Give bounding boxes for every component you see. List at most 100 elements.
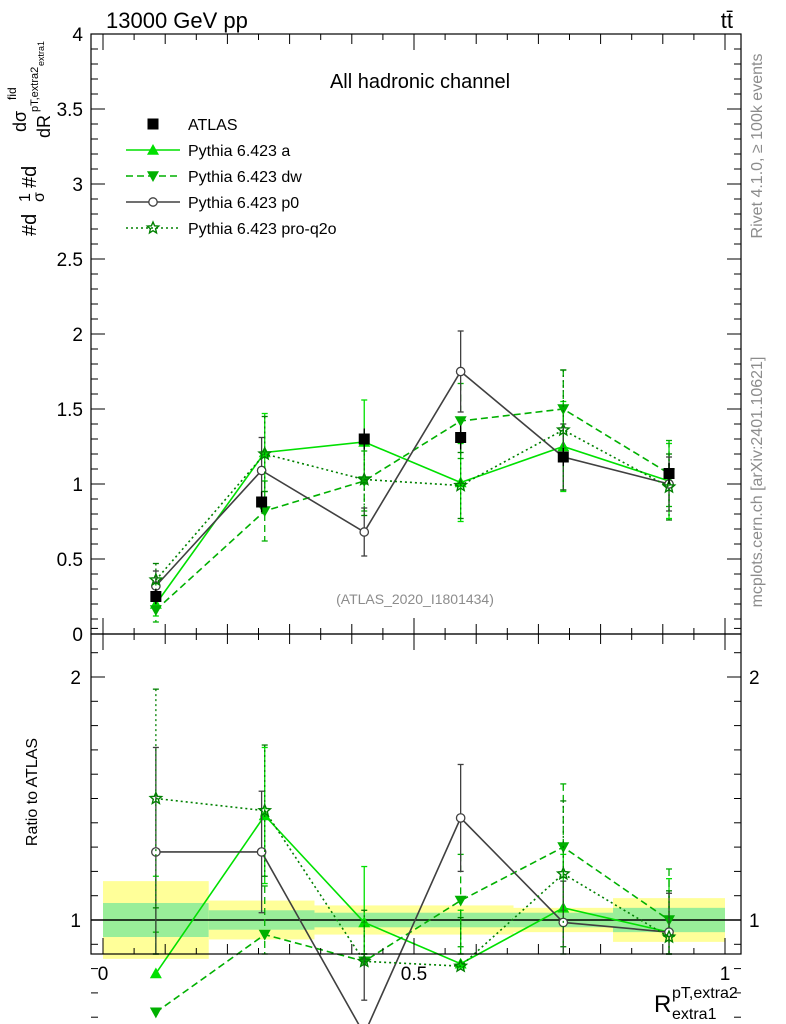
marker-triangle-down [258,929,271,941]
ratio-panel-frame [90,633,742,955]
ratio-y-tick-label-right: 1 [749,911,760,932]
series-pythia-6-423-pro-q2o [148,369,677,598]
marker-open-star [257,802,273,817]
marker-triangle-down [454,895,467,907]
marker-square [557,451,569,463]
series-pythia-6-423-dw [149,369,676,623]
marker-open-circle [148,197,158,207]
marker-triangle-down [258,506,271,517]
marker-open-circle [256,465,267,476]
marker-open-star [555,422,571,437]
series-line [155,846,670,1013]
marker-open-star [555,865,571,881]
ylabel-part-e: dσ [10,111,30,132]
marker-open-circle [455,366,466,377]
marker-square [455,432,467,443]
energy-label: 13000 GeV pp [106,8,248,33]
series-line [155,797,670,967]
marker-triangle-down [147,171,159,182]
main-y-tick-label: 0 [72,625,83,646]
analysis-tag: (ATLAS_2020_I1801434) [336,591,494,607]
series-line [155,441,670,605]
marker-triangle-down [149,1007,162,1019]
ylabel-part-a: #d [19,214,41,236]
ylabel-part-f: fid [5,87,19,100]
legend-item: Pythia 6.423 a [126,143,290,160]
legend-item: Pythia 6.423 pro-q2o [126,220,337,238]
ylabel-part-b: 1 [17,193,34,202]
main-y-tick-label: 1.5 [57,400,83,421]
marker-open-star [453,958,469,973]
marker-square [358,433,370,445]
series-layer [148,330,677,1024]
legend-item: ATLAS [147,117,238,134]
main-y-tick-label: 3 [72,175,83,196]
site-label: mcplots.cern.ch [arXiv:2401.10621] [749,357,766,608]
atlas-data-points [150,425,675,604]
plot-title: All hadronic channel [330,71,510,93]
main-y-tick-label: 2 [72,325,83,346]
marker-open-circle [359,527,370,537]
legend: ATLAS Pythia 6.423 a Pythia 6.423 dw Pythia… [126,117,337,238]
marker-open-star [453,477,469,492]
marker-open-circle [151,847,161,857]
legend-item: Pythia 6.423 p0 [126,195,299,212]
marker-open-star [356,953,372,968]
marker-open-star [145,220,161,235]
process-label: tt̄ [721,8,733,33]
legend-label: Pythia 6.423 dw [188,169,302,186]
marker-triangle-up [454,476,467,488]
legend-label: Pythia 6.423 a [188,143,290,160]
marker-open-circle [455,813,466,823]
legend-label: Pythia 6.423 p0 [188,195,299,212]
main-y-tick-label: 0.5 [57,550,83,571]
x-tick-label: 0 [98,964,109,985]
axis-ticks: 00.511.522.533.540.50.5112200.51 [57,25,760,1018]
series-pythia-6-423-p0 [151,330,674,602]
marker-open-star [148,790,164,805]
ylabel-part-i: extra1 [36,41,46,66]
ratio-y-tick-label: 2 [70,668,81,689]
marker-square [663,468,675,479]
marker-open-circle [256,847,267,857]
marker-open-star [356,471,372,486]
series-line [155,814,670,974]
x-tick-label: 1 [720,964,731,985]
marker-open-star [661,929,677,944]
ylabel-part-g: dR [34,115,54,138]
series-ratio-pythia-6-423-pro-q2o [148,688,677,973]
marker-triangle-down [557,404,570,415]
marker-triangle-down [454,416,467,427]
ratio-y-tick-label-right: 2 [749,668,760,689]
marker-square [147,118,159,130]
main-y-tick-label: 4 [72,25,83,46]
ylabel-part-h: pT,extra2 [29,67,41,112]
main-y-axis-label: #d 1 σ #d dσ fid dR pT,extra2 extra1 [5,41,54,236]
series-line [155,370,670,587]
marker-open-star [148,572,164,587]
main-y-tick-label: 1 [72,475,83,496]
series-line [155,816,670,1024]
series-pythia-6-423-a [149,399,676,617]
marker-square [150,591,162,602]
marker-square [256,496,268,508]
ratio-y-axis-label: Ratio to ATLAS [24,738,41,846]
legend-item: Pythia 6.423 dw [126,169,302,186]
legend-label: Pythia 6.423 pro-q2o [188,221,337,238]
series-line [155,408,670,611]
ratio-y-tick-label: 1 [70,911,81,932]
main-y-tick-label: 3.5 [57,100,83,121]
marker-triangle-up [149,967,162,979]
marker-triangle-down [149,605,162,616]
marker-triangle-up [147,144,159,155]
legend-label: ATLAS [188,117,238,134]
rivet-label: Rivet 4.1.0, ≥ 100k events [749,54,766,239]
xlabel-main: R [654,991,671,1018]
main-y-tick-label: 2.5 [57,250,83,271]
ylabel-part-c: σ [31,192,48,202]
series-ratio-pythia-6-423-a [149,746,676,979]
xlabel-sup: pT,extra2 [672,985,738,1002]
x-axis-label: R pT,extra2 extra1 [654,985,738,1023]
marker-open-star [661,479,677,494]
